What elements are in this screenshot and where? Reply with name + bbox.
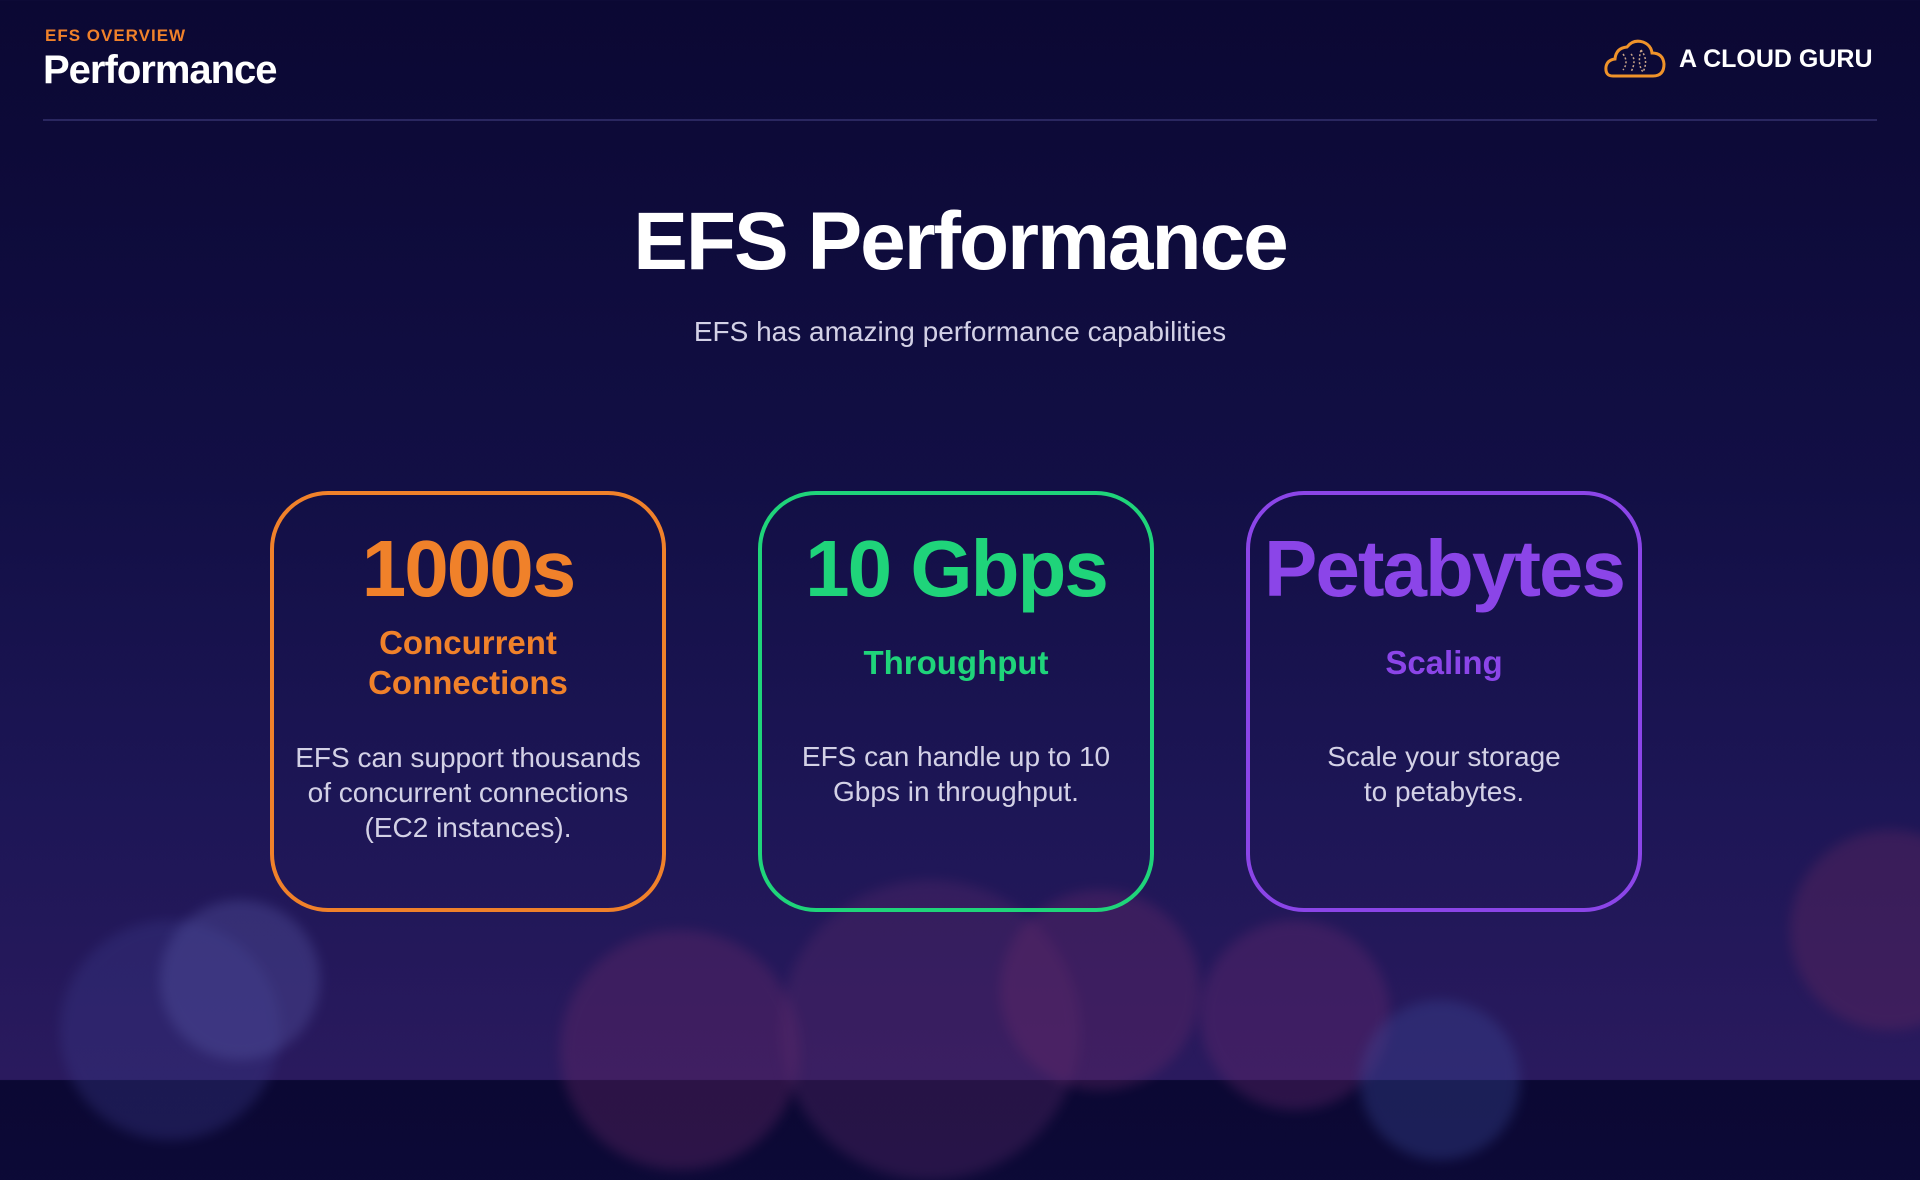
card-body-line: to petabytes. xyxy=(1363,776,1525,807)
card-label-line: Throughput xyxy=(863,644,1049,681)
background-bokeh xyxy=(560,930,800,1170)
card-body-line: Scale your storage xyxy=(1327,741,1561,772)
card-body-line: Gbps in throughput. xyxy=(833,776,1079,807)
card-body-line: (EC2 instances). xyxy=(364,812,572,843)
cloud-icon xyxy=(1604,39,1666,78)
card-label: Concurrent Connections xyxy=(274,623,662,703)
logo: A CLOUD GURU xyxy=(1603,36,1873,82)
main-subtitle: EFS has amazing performance capabilities xyxy=(693,316,1227,347)
card-body: EFS can support thousands of concurrent … xyxy=(284,740,652,845)
background-bokeh xyxy=(160,900,320,1060)
card-body-line: of concurrent connections xyxy=(307,777,629,808)
background-bokeh xyxy=(1200,920,1390,1110)
card-scaling: Petabytes Scaling Scale your storage to … xyxy=(1246,491,1642,912)
section-eyebrow: EFS OVERVIEW xyxy=(45,26,187,45)
card-label: Scaling xyxy=(1250,643,1638,683)
logo-text: A CLOUD GURU xyxy=(1679,44,1873,73)
card-label: Throughput xyxy=(762,643,1150,683)
card-body: EFS can handle up to 10 Gbps in throughp… xyxy=(772,739,1140,809)
card-body: Scale your storage to petabytes. xyxy=(1260,739,1628,809)
card-label-line: Connections xyxy=(368,664,568,701)
card-value: Petabytes xyxy=(1264,524,1626,613)
card-label-line: Concurrent xyxy=(379,624,557,661)
header-title: Performance xyxy=(43,48,278,92)
card-value: 10 Gbps xyxy=(805,524,1109,613)
card-label-line: Scaling xyxy=(1385,644,1503,681)
background-bokeh xyxy=(1000,890,1200,1090)
card-connections: 1000s Concurrent Connections EFS can sup… xyxy=(270,491,666,912)
card-value: 1000s xyxy=(361,524,576,613)
card-body-line: EFS can support thousands xyxy=(295,742,641,773)
background-bokeh xyxy=(1790,830,1920,1030)
main-title: EFS Performance xyxy=(633,196,1289,287)
card-body-line: EFS can handle up to 10 xyxy=(801,741,1111,772)
card-throughput: 10 Gbps Throughput EFS can handle up to … xyxy=(758,491,1154,912)
header-divider xyxy=(43,119,1877,121)
background-bokeh xyxy=(1360,1000,1520,1160)
